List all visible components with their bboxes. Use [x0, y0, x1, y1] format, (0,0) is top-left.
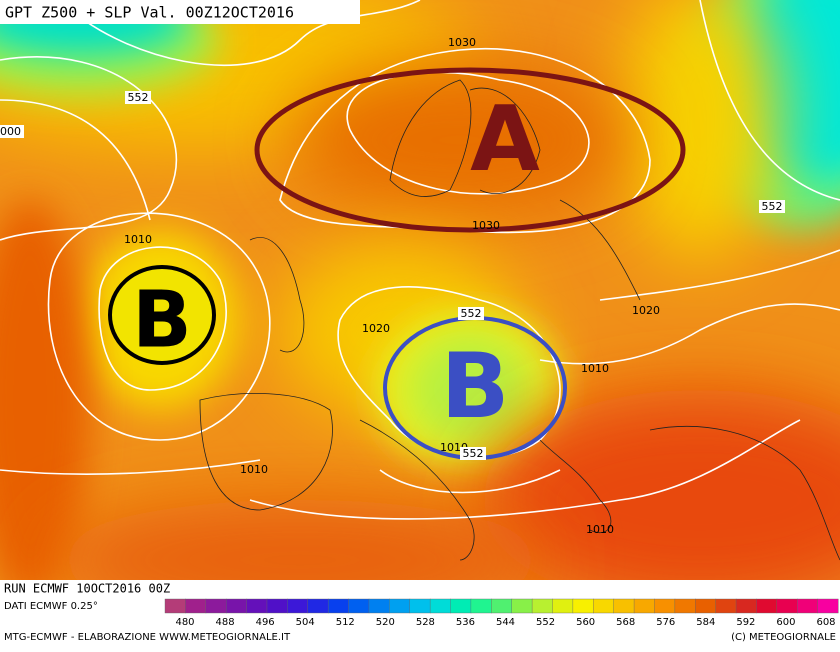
height-label: 552 [463, 447, 484, 460]
colorbar-label: 584 [696, 617, 715, 628]
label-box [460, 447, 486, 460]
colorbar-label: 480 [175, 617, 194, 628]
height-label: 552 [128, 91, 149, 104]
color-swatch [572, 598, 594, 614]
color-swatch [266, 598, 288, 614]
color-swatch [695, 598, 717, 614]
color-swatch [429, 598, 452, 614]
color-swatch [552, 598, 574, 614]
color-swatch [470, 598, 492, 614]
colorbar-label: 576 [656, 617, 675, 628]
color-swatch [735, 598, 757, 614]
isobar-label: 1020 [632, 304, 660, 317]
run-box [0, 580, 220, 597]
colorbar-label: 512 [336, 617, 355, 628]
color-swatch [633, 598, 655, 614]
color-swatch [205, 598, 227, 614]
isobar-label: 1020 [362, 322, 390, 335]
color-swatch [613, 598, 635, 614]
isobar-label: 1010 [581, 362, 609, 375]
colorbar-label: 568 [616, 617, 635, 628]
credit-left: MTG-ECMWF - ELABORAZIONE WWW.METEOGIORNA… [4, 632, 291, 643]
colorbar-label: 592 [736, 617, 755, 628]
colorbar-label: 608 [816, 617, 835, 628]
colorbar: 480 488 496 504 512 520 528 536 544 552 560 568 576 5… [164, 598, 839, 628]
color-swatch [348, 598, 370, 614]
colorbar-label: 520 [376, 617, 395, 628]
color-swatch [389, 598, 411, 614]
pressure-centers: A B B [108, 67, 686, 460]
color-swatch [185, 598, 207, 614]
height-label: 552 [461, 307, 482, 320]
height-label: 000 [0, 125, 21, 138]
color-swatch [756, 598, 778, 614]
colorbar-label: 496 [256, 617, 275, 628]
color-swatch [246, 598, 268, 614]
color-swatch [327, 598, 350, 614]
color-swatch [797, 598, 819, 614]
map-field: A B B 1030 1030 1010 1020 1020 1010 1010… [0, 0, 840, 582]
color-swatch [654, 598, 676, 614]
color-swatch [164, 598, 186, 614]
label-box [0, 125, 24, 138]
height-label: 552 [762, 200, 783, 213]
contour-labels: 1030 1030 1010 1020 1020 1010 1010 1010 … [0, 36, 785, 536]
color-swatch [531, 598, 553, 614]
colorbar-label: 528 [416, 617, 435, 628]
credit-right: (C) METEOGIORNALE [731, 632, 836, 643]
colorbar-label: 504 [296, 617, 315, 628]
title-box [0, 0, 360, 24]
colorbar-label: 488 [216, 617, 235, 628]
colorbar-label: 544 [496, 617, 515, 628]
title: GPT Z500 + SLP Val. 00Z12OCT2016 [5, 4, 294, 22]
isobar-label: 1010 [124, 233, 152, 246]
label-box [759, 200, 785, 213]
colorbar-label: 552 [536, 617, 555, 628]
colorbar-label: 600 [776, 617, 795, 628]
color-swatch [776, 598, 798, 614]
low-label: B [441, 334, 510, 439]
color-swatch [817, 598, 839, 614]
isobar-label: 1010 [586, 523, 614, 536]
color-swatch [225, 598, 248, 614]
color-swatch [307, 598, 329, 614]
data-source: DATI ECMWF 0.25° [4, 601, 98, 612]
low-ring [108, 265, 216, 365]
run-info: RUN ECMWF 10OCT2016 00Z [4, 582, 170, 596]
color-swatch [511, 598, 533, 614]
label-box [458, 307, 484, 320]
colorbar-label: 536 [456, 617, 475, 628]
colorbar-label: 560 [576, 617, 595, 628]
color-swatch [287, 598, 309, 614]
isobar-label: 1030 [472, 219, 500, 232]
color-swatch [593, 598, 615, 614]
color-swatch [368, 598, 390, 614]
low-label: B [132, 275, 191, 365]
high-ring [254, 67, 686, 233]
color-swatch [674, 598, 696, 614]
color-swatch [715, 598, 737, 614]
isobar-label: 1030 [448, 36, 476, 49]
isobar-label: 1010 [240, 463, 268, 476]
color-swatch [491, 598, 513, 614]
color-swatch [450, 598, 472, 614]
high-label: A [470, 87, 540, 192]
color-swatch [409, 598, 431, 614]
coastlines [199, 79, 840, 561]
label-box [125, 91, 151, 104]
